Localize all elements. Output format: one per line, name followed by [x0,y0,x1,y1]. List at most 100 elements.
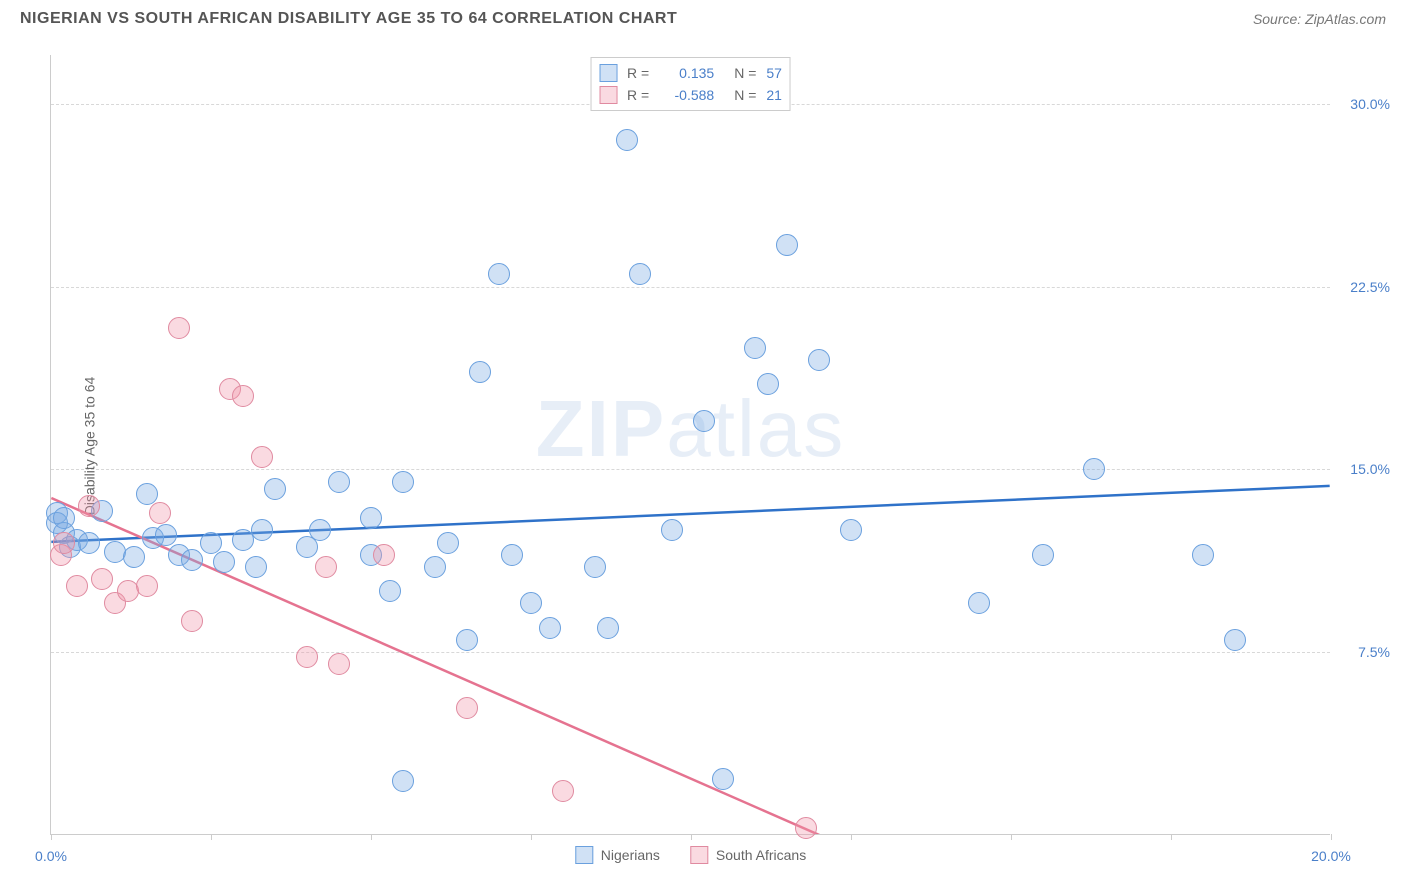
data-point [136,483,158,505]
data-point [712,768,734,790]
gridline [51,469,1330,470]
n-label: N = [734,87,756,103]
gridline [51,652,1330,653]
y-tick-label: 22.5% [1350,279,1390,295]
n-label: N = [734,65,756,81]
data-point [379,580,401,602]
data-point [181,549,203,571]
chart-source: Source: ZipAtlas.com [1253,11,1386,27]
data-point [123,546,145,568]
data-point [597,617,619,639]
r-value: -0.588 [659,87,714,103]
data-point [744,337,766,359]
x-tick-label: 20.0% [1311,848,1351,864]
data-point [584,556,606,578]
x-tick [211,834,212,840]
data-point [840,519,862,541]
data-point [168,317,190,339]
data-point [968,592,990,614]
data-point [360,507,382,529]
data-point [1192,544,1214,566]
chart-title: NIGERIAN VS SOUTH AFRICAN DISABILITY AGE… [20,10,677,28]
data-point [78,532,100,554]
data-point [213,551,235,573]
data-point [795,817,817,839]
data-point [181,610,203,632]
data-point [91,568,113,590]
data-point [693,410,715,432]
data-point [392,770,414,792]
legend-swatch [599,86,617,104]
data-point [296,646,318,668]
n-value: 57 [766,65,782,81]
x-tick [1171,834,1172,840]
y-tick-label: 30.0% [1350,96,1390,112]
data-point [53,507,75,529]
data-point [78,495,100,517]
data-point [53,532,75,554]
data-point [469,361,491,383]
r-label: R = [627,65,649,81]
data-point [149,502,171,524]
x-tick [691,834,692,840]
data-point [488,263,510,285]
data-point [309,519,331,541]
legend-correlation-box: R = 0.135 N = 57 R = -0.588 N = 21 [590,57,791,111]
data-point [456,697,478,719]
data-point [392,471,414,493]
legend-series-item: South Africans [690,846,806,864]
x-tick [1331,834,1332,840]
legend-row: R = 0.135 N = 57 [599,62,782,84]
data-point [424,556,446,578]
data-point [245,556,267,578]
data-point [456,629,478,651]
trend-lines [51,55,1330,834]
data-point [539,617,561,639]
legend-row: R = -0.588 N = 21 [599,84,782,106]
x-tick [371,834,372,840]
legend-series: Nigerians South Africans [575,846,806,864]
legend-series-label: South Africans [716,847,806,863]
x-tick [531,834,532,840]
r-label: R = [627,87,649,103]
data-point [264,478,286,500]
gridline [51,287,1330,288]
y-tick-label: 15.0% [1350,461,1390,477]
n-value: 21 [766,87,782,103]
data-point [629,263,651,285]
data-point [136,575,158,597]
data-point [200,532,222,554]
data-point [155,524,177,546]
data-point [520,592,542,614]
legend-swatch [690,846,708,864]
data-point [1083,458,1105,480]
chart-plot-area: ZIPatlas 7.5%15.0%22.5%30.0% 0.0%20.0% R… [50,55,1330,835]
data-point [552,780,574,802]
legend-swatch [599,64,617,82]
data-point [501,544,523,566]
data-point [616,129,638,151]
data-point [373,544,395,566]
legend-series-item: Nigerians [575,846,660,864]
x-tick [51,834,52,840]
data-point [661,519,683,541]
x-tick [1011,834,1012,840]
x-tick-label: 0.0% [35,848,67,864]
r-value: 0.135 [659,65,714,81]
data-point [232,385,254,407]
watermark: ZIPatlas [536,383,845,475]
data-point [66,575,88,597]
data-point [251,519,273,541]
data-point [437,532,459,554]
y-tick-label: 7.5% [1358,644,1390,660]
data-point [757,373,779,395]
x-tick [851,834,852,840]
data-point [1032,544,1054,566]
data-point [315,556,337,578]
data-point [328,471,350,493]
data-point [808,349,830,371]
legend-swatch [575,846,593,864]
data-point [1224,629,1246,651]
data-point [251,446,273,468]
data-point [776,234,798,256]
